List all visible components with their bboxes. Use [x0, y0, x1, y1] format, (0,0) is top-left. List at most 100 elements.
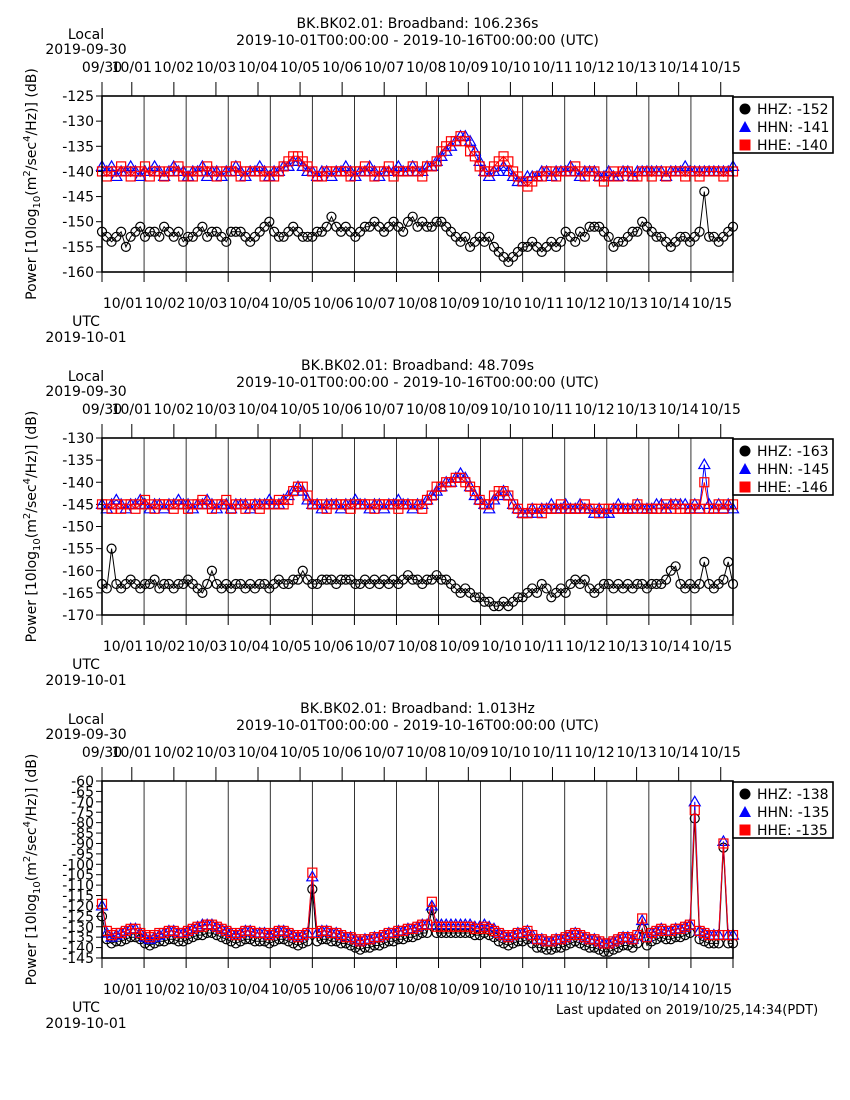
data-point-HHZ	[651, 578, 662, 590]
y-tick-label: -115	[62, 889, 94, 905]
legend-marker-HHN	[739, 806, 751, 817]
data-point-HHZ	[632, 226, 643, 237]
bottom-tick-label: 10/15	[692, 982, 732, 998]
data-point-HHE	[689, 805, 700, 816]
chart-panel-1: BK.BK02.01: Broadband: 106.236s2019-10-0…	[22, 16, 834, 346]
data-point-HHZ	[254, 578, 265, 590]
data-point-HHZ	[135, 221, 146, 232]
data-point-HHZ	[307, 884, 318, 895]
legend-marker-HHZ	[739, 445, 751, 457]
data-point-HHE	[469, 151, 480, 162]
data-point-HHZ	[206, 226, 218, 237]
y-tick-label: -125	[62, 89, 94, 105]
data-point-HHE	[307, 867, 318, 878]
data-point-HHE	[718, 838, 729, 849]
data-point-HHN	[305, 870, 319, 882]
y-tick-label: -90	[71, 836, 94, 852]
top-tick-label: 10/07	[364, 402, 404, 418]
top-tick-label: 10/05	[280, 402, 320, 418]
bottom-tick-label: 10/04	[229, 982, 269, 998]
legend-label-HHE: HHE: -140	[757, 138, 828, 154]
bottom-tick-label: 10/07	[355, 982, 395, 998]
y-tick-label: -130	[62, 431, 94, 447]
top-axis-date: 2019-09-30	[45, 727, 126, 743]
y-tick-label: -105	[62, 868, 94, 884]
data-point-HHE	[699, 477, 710, 488]
y-tick-label: -140	[62, 475, 94, 491]
data-point-HHZ	[632, 578, 643, 590]
chart-subtitle: 2019-10-01T00:00:00 - 2019-10-16T00:00:0…	[236, 375, 599, 391]
bottom-tick-label: 10/15	[692, 296, 732, 312]
top-tick-label: 10/15	[701, 745, 741, 761]
data-point-HHN	[109, 493, 123, 505]
chart-title: BK.BK02.01: Broadband: 48.709s	[301, 358, 534, 374]
bottom-tick-label: 10/14	[650, 296, 690, 312]
top-tick-label: 10/03	[196, 402, 236, 418]
data-point-HHZ	[603, 231, 614, 242]
bottom-axis-date: 2019-10-01	[45, 330, 126, 346]
data-point-HHZ	[144, 226, 155, 237]
top-tick-label: 10/12	[574, 402, 614, 418]
legend-marker-HHE	[739, 139, 751, 151]
top-tick-label: 10/03	[196, 745, 236, 761]
top-tick-label: 10/01	[112, 402, 152, 418]
legend: HHZ: -138 HHN: -135 HHE: -135	[732, 781, 834, 839]
data-point-HHZ	[173, 578, 184, 590]
data-point-HHZ	[398, 226, 409, 237]
legend-label-HHZ: HHZ: -138	[757, 787, 829, 803]
y-tick-label: -100	[62, 857, 94, 873]
data-point-HHZ	[106, 543, 117, 554]
top-tick-label: 10/08	[406, 402, 446, 418]
data-point-HHZ	[173, 226, 184, 237]
top-axis-date: 2019-09-30	[45, 42, 126, 58]
top-tick-label: 10/06	[322, 402, 362, 418]
series-line-HHZ	[101, 548, 734, 607]
top-tick-label: 10/09	[448, 402, 488, 418]
legend: HHZ: -152 HHN: -141 HHE: -140	[732, 96, 834, 154]
bottom-tick-label: 10/01	[103, 982, 143, 998]
data-point-HHZ	[154, 231, 165, 242]
data-point-HHZ	[182, 231, 194, 242]
data-point-HHZ	[598, 578, 610, 590]
bottom-axis-date: 2019-10-01	[45, 673, 126, 689]
legend-marker-HHZ	[739, 788, 751, 800]
data-point-HHZ	[488, 601, 500, 612]
data-point-HHZ	[350, 578, 361, 590]
top-tick-label: 10/03	[196, 60, 236, 76]
data-point-HHZ	[221, 236, 232, 247]
top-tick-label: 09/30	[82, 402, 122, 418]
bottom-tick-label: 10/02	[145, 982, 185, 998]
legend-marker-HHE	[739, 481, 751, 493]
y-tick-label: -165	[62, 586, 94, 602]
data-point-HHZ	[627, 226, 638, 237]
bottom-tick-label: 10/01	[103, 639, 143, 655]
bottom-tick-label: 10/01	[103, 296, 143, 312]
data-point-HHZ	[589, 221, 600, 232]
data-point-HHZ	[273, 231, 284, 242]
bottom-tick-label: 10/13	[608, 982, 648, 998]
bottom-tick-label: 10/11	[524, 982, 564, 998]
data-point-HHZ	[555, 236, 567, 247]
data-point-HHE	[426, 896, 437, 907]
data-point-HHN	[635, 913, 649, 926]
bottom-tick-label: 10/06	[313, 639, 353, 655]
data-point-HHZ	[460, 231, 471, 242]
data-point-HHZ	[517, 241, 528, 252]
bottom-tick-label: 10/08	[397, 296, 437, 312]
plot-frame	[101, 437, 734, 616]
bottom-tick-label: 10/08	[397, 982, 437, 998]
top-tick-label: 10/10	[490, 402, 530, 418]
y-tick-label: -65	[71, 784, 94, 800]
data-point-HHZ	[541, 583, 552, 594]
bottom-tick-label: 10/06	[313, 296, 353, 312]
series-HHZ	[96, 543, 739, 612]
data-point-HHZ	[560, 587, 571, 598]
data-point-HHZ	[484, 231, 495, 242]
legend: HHZ: -163 HHN: -145 HHE: -146	[732, 438, 834, 496]
top-tick-label: 10/14	[658, 402, 698, 418]
y-tick-label: -95	[71, 847, 94, 863]
y-tick-label: -135	[62, 930, 94, 946]
legend-label-HHE: HHE: -146	[757, 480, 828, 496]
top-tick-label: 10/13	[616, 745, 656, 761]
